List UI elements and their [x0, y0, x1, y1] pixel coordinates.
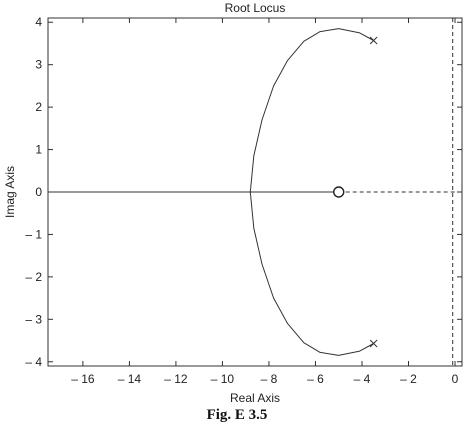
- x-tick-label: – 14: [118, 372, 142, 386]
- pole-marker-1: [369, 36, 378, 45]
- y-axis-ticks: 4 3 2 1 0 – 1 – 2 – 3 – 4: [25, 15, 462, 369]
- x-tick-label: – 8: [261, 372, 278, 386]
- chart-title: Root Locus: [225, 1, 286, 15]
- y-tick-label: – 3: [25, 312, 42, 326]
- x-axis-label: Real Axis: [230, 391, 280, 405]
- x-tick-label: – 4: [354, 372, 371, 386]
- series-layer: [48, 18, 462, 366]
- x-tick-label: – 10: [211, 372, 235, 386]
- y-tick-label: – 4: [25, 355, 42, 369]
- y-tick-label: 3: [35, 58, 42, 72]
- x-tick-label: – 16: [71, 372, 95, 386]
- x-tick-label: 0: [452, 372, 459, 386]
- y-tick-label: 2: [35, 100, 42, 114]
- x-tick-label: – 2: [400, 372, 417, 386]
- y-tick-label: 0: [35, 185, 42, 199]
- y-tick-label: 1: [35, 143, 42, 157]
- pole-marker-2: [369, 339, 378, 348]
- y-tick-label: – 1: [25, 227, 42, 241]
- y-tick-label: – 2: [25, 270, 42, 284]
- x-tick-label: – 12: [164, 372, 188, 386]
- x-tick-label: – 6: [307, 372, 324, 386]
- y-axis-label: Imag Axis: [3, 166, 17, 218]
- y-tick-label: 4: [35, 15, 42, 29]
- zero-marker-1: [333, 186, 345, 198]
- figure-caption: Fig. E 3.5: [206, 407, 268, 423]
- marker-layer: [333, 36, 378, 348]
- x-axis-ticks: – 16 – 14 – 12 – 10 – 8 – 6 – 4 – 2 0: [71, 18, 459, 386]
